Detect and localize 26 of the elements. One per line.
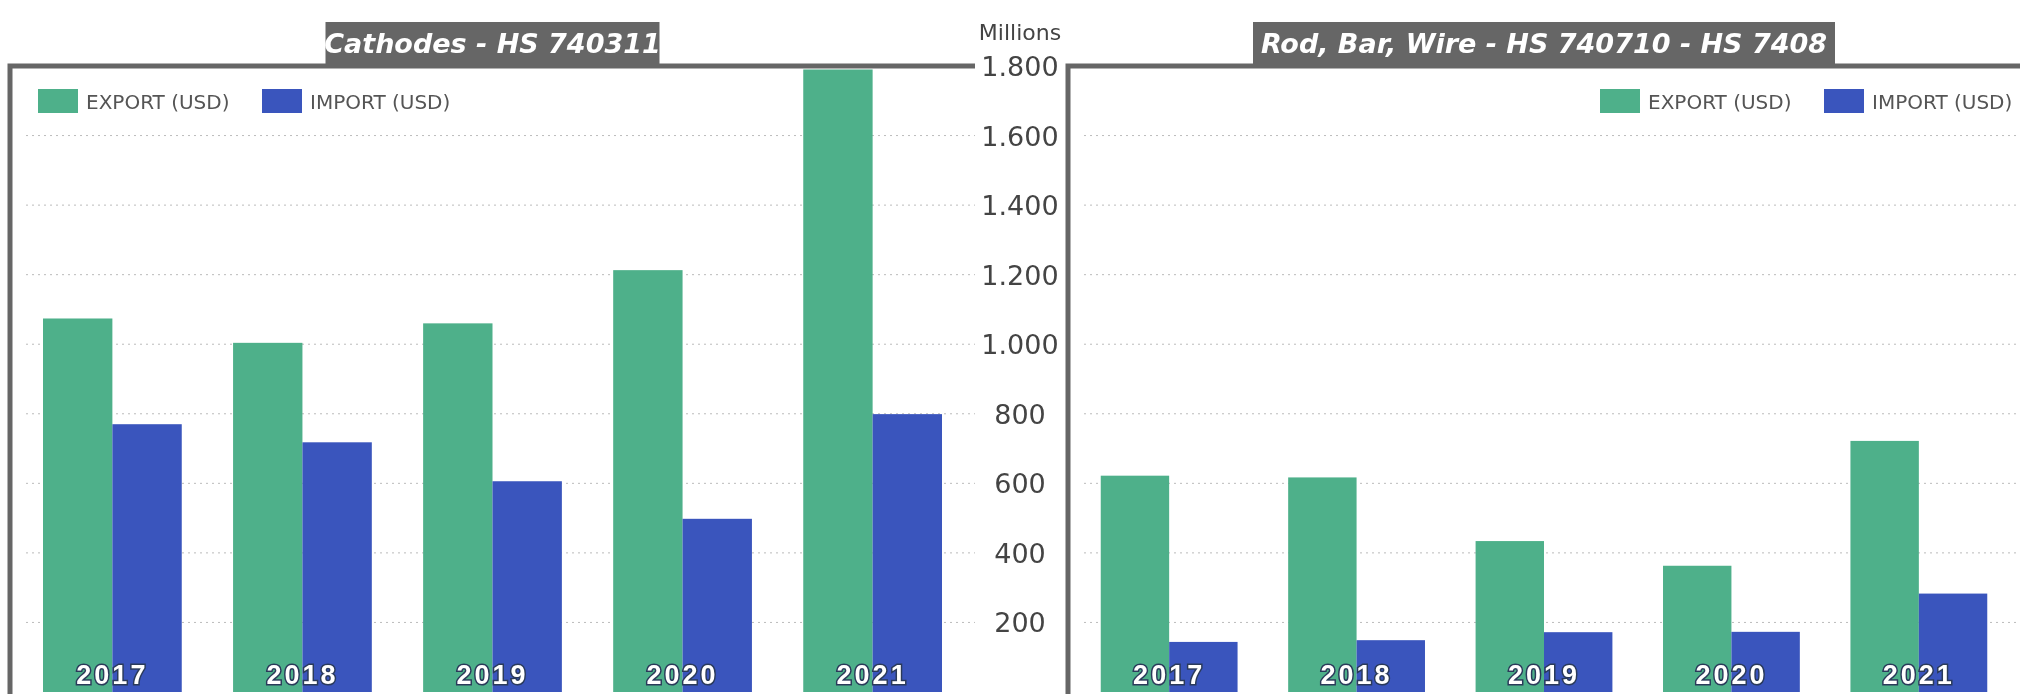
y-tick-label: 600	[994, 468, 1046, 500]
y-tick-label: 1.000	[981, 329, 1059, 361]
x-tick-label: 2020	[1695, 660, 1768, 690]
x-tick-label: 2018	[1320, 660, 1393, 690]
x-tick-label: 2017	[1133, 660, 1206, 690]
chart-title: Cathodes - HS 740311	[324, 28, 661, 59]
y-tick-label: 200	[994, 607, 1046, 639]
y-tick-label: 400	[994, 537, 1046, 569]
y-tick-label: 1.200	[981, 259, 1059, 291]
y-axis-title: Millions	[978, 20, 1062, 45]
legend-label: EXPORT (USD)	[86, 90, 230, 114]
y-tick-label: 1.600	[981, 120, 1059, 152]
x-tick-label: 2019	[456, 660, 529, 690]
chart-title: Rod, Bar, Wire - HS 740710 - HS 7408	[1260, 28, 1828, 59]
x-tick-label: 2021	[836, 660, 909, 690]
y-tick-label: 1.400	[981, 190, 1059, 222]
y-tick-label: 800	[994, 398, 1046, 430]
legend-label: IMPORT (USD)	[1872, 90, 2013, 114]
y-tick-label: 1.800	[981, 51, 1059, 82]
legend-label: EXPORT (USD)	[1648, 90, 1792, 114]
x-tick-label: 2020	[646, 660, 719, 690]
x-tick-label: 2021	[1882, 660, 1955, 690]
x-tick-label: 2019	[1507, 660, 1581, 690]
x-tick-label: 2017	[76, 660, 149, 690]
x-tick-label: 2018	[266, 660, 339, 690]
legend-label: IMPORT (USD)	[310, 90, 451, 114]
